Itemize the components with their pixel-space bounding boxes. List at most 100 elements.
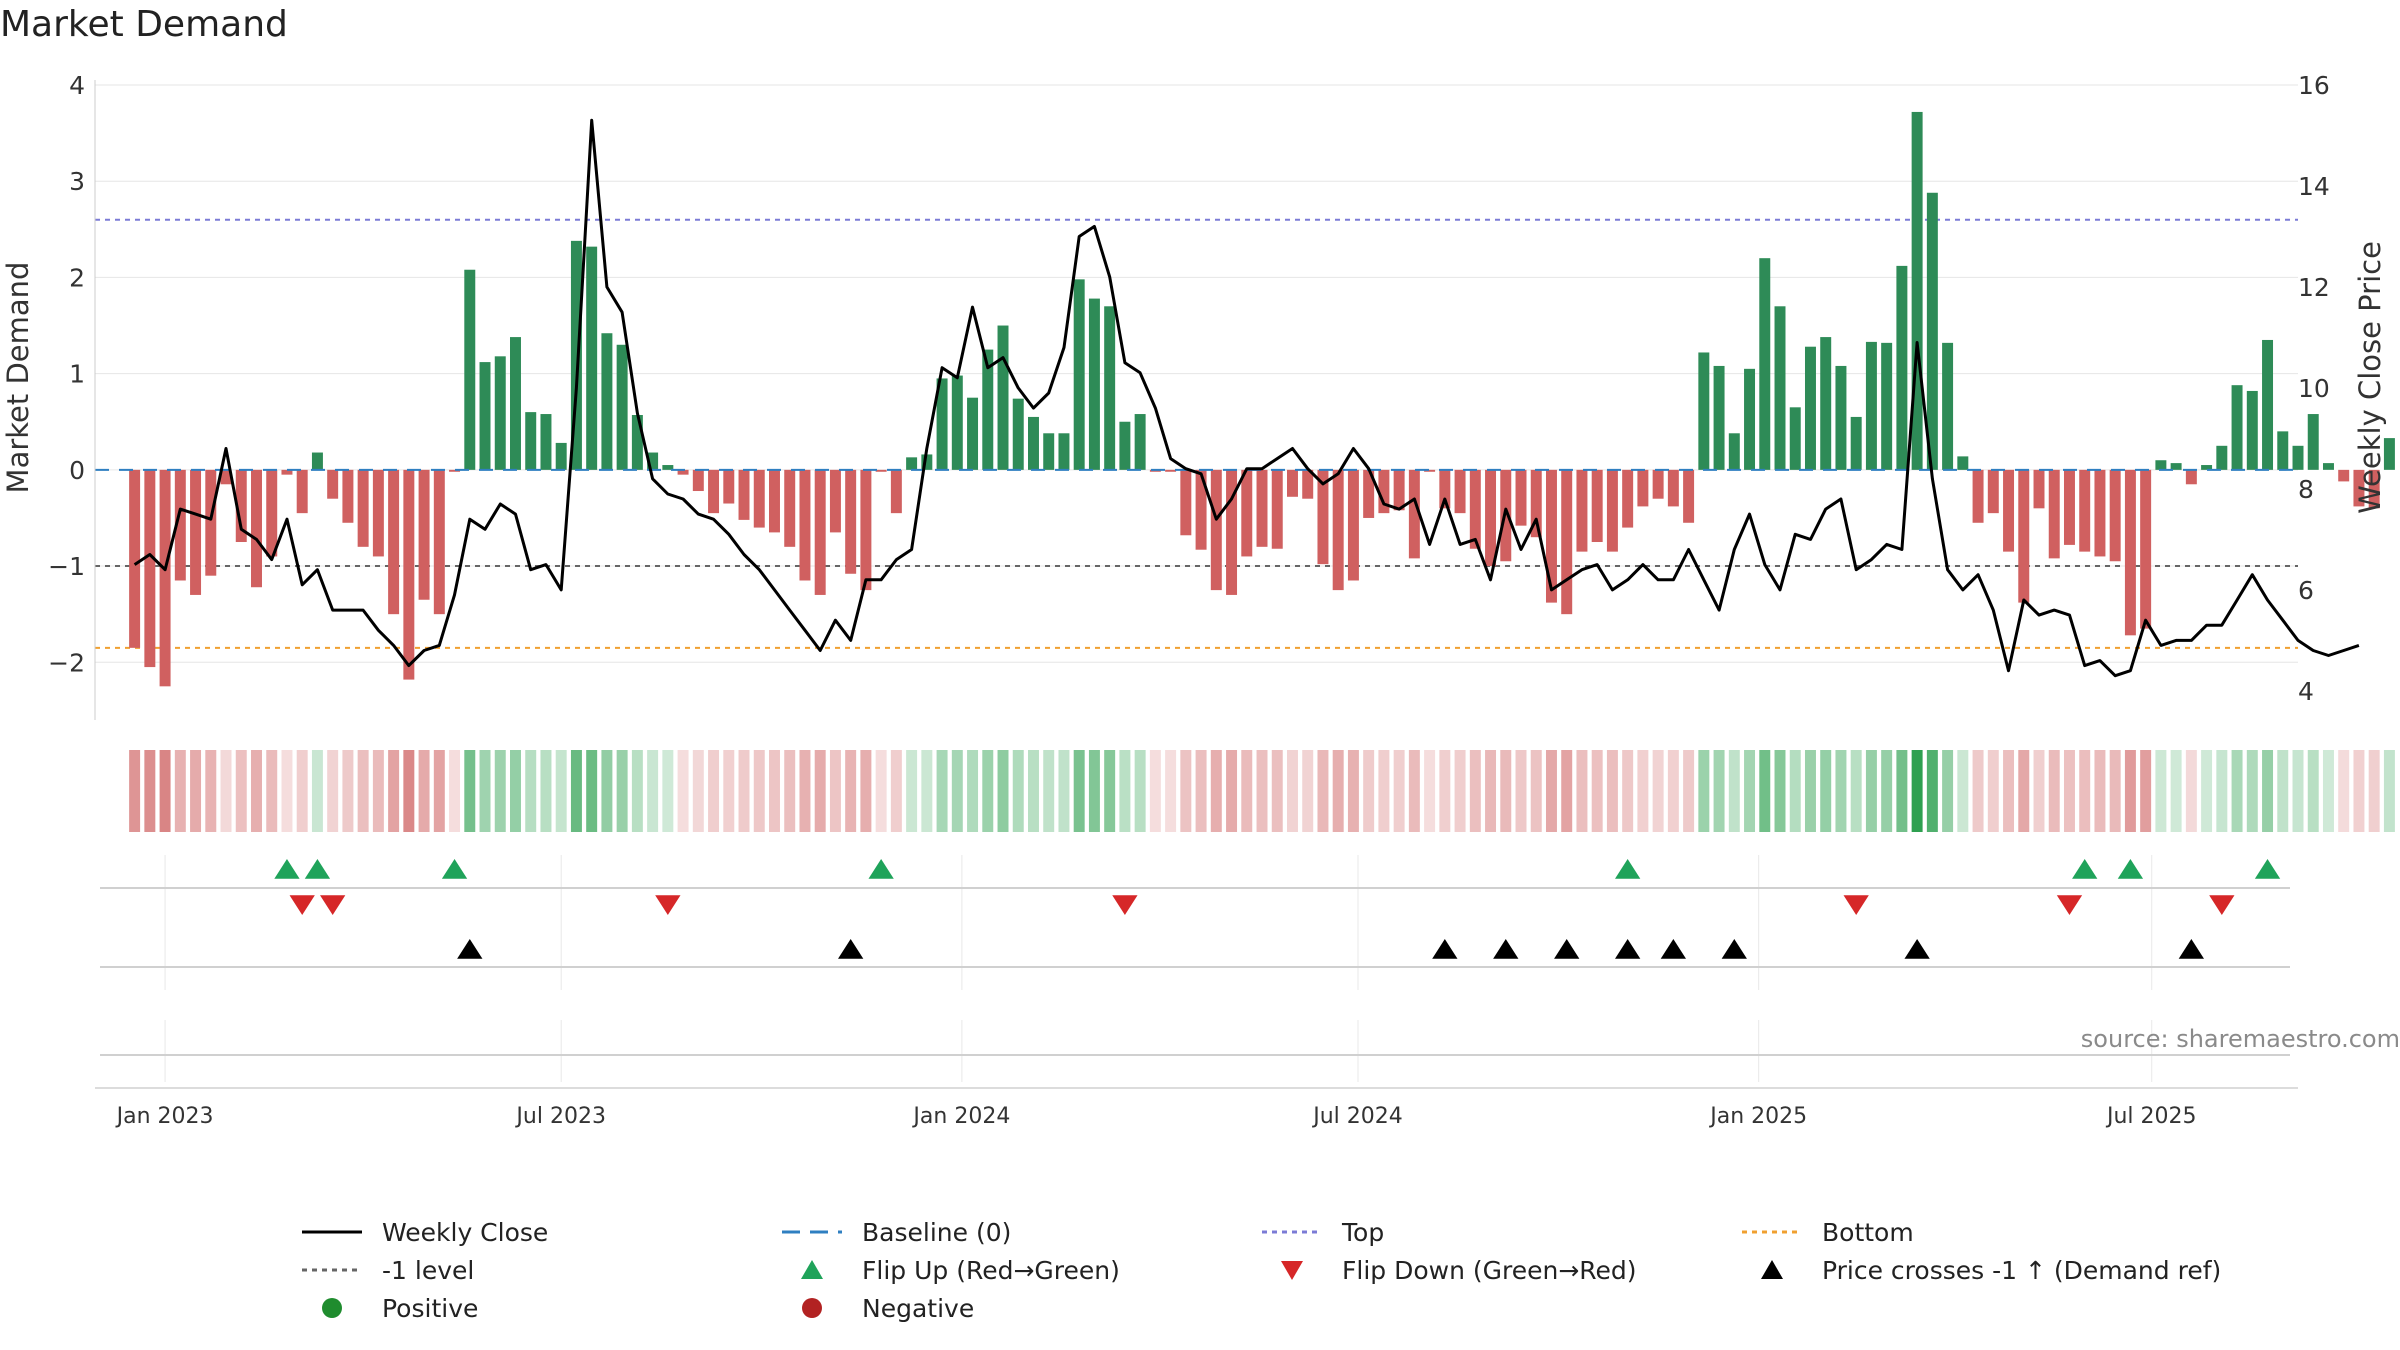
demand-bar [1881, 342, 1893, 470]
demand-bar [982, 349, 994, 470]
heat-cell [2292, 750, 2304, 832]
heat-cell [266, 750, 278, 832]
demand-bar [647, 452, 659, 470]
legend-positive: Positive [300, 1291, 478, 1325]
demand-bar [296, 469, 308, 514]
heat-cell [464, 750, 476, 832]
heat-cell [1804, 750, 1816, 832]
demand-bar [2003, 469, 2015, 552]
heat-cell [129, 750, 141, 832]
heat-cell [1789, 750, 1801, 832]
heat-cell [951, 750, 963, 832]
demand-bar [1028, 416, 1039, 470]
legend-label: Top [1342, 1217, 1385, 1247]
demand-bar [1119, 421, 1131, 470]
demand-bar [631, 415, 643, 470]
legend-label: -1 level [382, 1255, 475, 1285]
demand-bar [403, 469, 415, 680]
demand-bar [251, 469, 262, 588]
demand-bar [1789, 407, 1801, 470]
heat-cell [2079, 750, 2091, 832]
legend-baseline: Baseline (0) [780, 1215, 1011, 1249]
heat-cell [1424, 750, 1436, 832]
heat-cell [601, 750, 613, 832]
heat-cell [1744, 750, 1756, 832]
heat-cell [311, 750, 323, 832]
demand-bar [845, 469, 857, 574]
heat-cell [1347, 750, 1359, 832]
heat-cell [1271, 750, 1283, 832]
price-cross-panel [457, 939, 2205, 959]
heat-cell [2277, 750, 2289, 832]
demand-bar [738, 469, 750, 520]
heat-cell [1774, 750, 1786, 832]
demand-bar [2124, 469, 2136, 636]
demand-bar [2322, 463, 2334, 470]
demand-bar [1287, 469, 1298, 497]
heat-cell [1180, 750, 1192, 832]
heat-cell [2063, 750, 2075, 832]
demand-bar [1226, 469, 1238, 595]
demand-bar [997, 325, 1009, 470]
demand-bar [1865, 341, 1877, 470]
demand-bar [723, 469, 735, 504]
demand-bar [1302, 469, 1314, 499]
y2-tick-label: 12 [2298, 273, 2330, 302]
demand-bar [1850, 416, 1862, 470]
heat-cell [1820, 750, 1832, 832]
demand-bar [190, 469, 202, 595]
heat-cell [616, 750, 628, 832]
heat-cell [327, 750, 339, 832]
demand-bar [433, 469, 445, 615]
heat-cell [570, 750, 582, 832]
demand-bar [281, 469, 293, 475]
price-cross-marker [2178, 939, 2205, 959]
demand-bar [1652, 469, 1664, 499]
heat-cell [525, 750, 537, 832]
demand-bar [205, 469, 217, 576]
heat-cell [1637, 750, 1649, 832]
heat-cell [738, 750, 750, 832]
demand-bar [2079, 469, 2091, 552]
demand-bar [1561, 469, 1573, 615]
heat-cell [1393, 750, 1405, 832]
heat-cell [1911, 750, 1923, 832]
demand-bar [235, 469, 247, 543]
heat-cell [433, 750, 445, 832]
demand-bar [1485, 469, 1497, 567]
demand-bar [2292, 445, 2304, 470]
heat-cell [1698, 750, 1710, 832]
heat-cell [1287, 750, 1298, 832]
demand-bar [1454, 469, 1466, 514]
legend-flip-up: Flip Up (Red→Green) [780, 1253, 1120, 1287]
legend-label: Positive [382, 1293, 479, 1323]
demand-bar [1408, 469, 1420, 559]
heat-cell [1241, 750, 1253, 832]
heat-cell [1302, 750, 1314, 832]
flip-up-marker [2072, 859, 2098, 879]
heat-cell [1073, 750, 1085, 832]
demand-bar [464, 269, 476, 470]
heat-cell [647, 750, 659, 832]
legend-negative: Negative [780, 1291, 974, 1325]
demand-bar [418, 469, 430, 600]
flip-up-marker [441, 859, 468, 879]
demand-bar [1332, 469, 1344, 591]
demand-bar [662, 465, 674, 470]
heat-cell [1028, 750, 1039, 832]
demand-bar [174, 469, 186, 581]
demand-bar [936, 378, 948, 470]
heat-cell [784, 750, 796, 832]
heat-cell [1713, 750, 1725, 832]
demand-bar [1424, 469, 1436, 472]
demand-bar [1195, 469, 1207, 550]
demand-bar [2277, 431, 2289, 470]
demand-bar [890, 469, 902, 514]
demand-bar [951, 375, 963, 470]
heat-cell [1652, 750, 1664, 832]
flip-down-marker [289, 895, 315, 915]
heat-cell [1850, 750, 1862, 832]
demand-bar [2018, 469, 2030, 603]
